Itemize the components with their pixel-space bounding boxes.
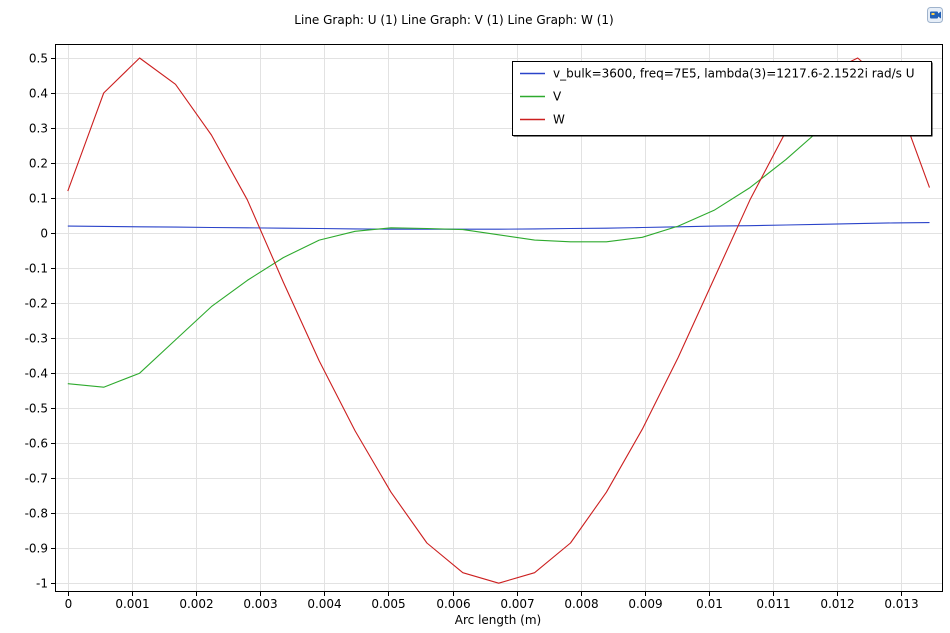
x-tick-label: 0.004 — [307, 597, 341, 611]
x-tick-label: 0.009 — [628, 597, 662, 611]
legend-label: V — [553, 90, 562, 104]
y-tick-label: -0.5 — [25, 402, 48, 416]
legend-label: v_bulk=3600, freq=7E5, lambda(3)=1217.6-… — [553, 67, 915, 81]
y-tick-label: 0.3 — [29, 122, 48, 136]
y-tick-label: 0.1 — [29, 192, 48, 206]
x-tick-label: 0.012 — [820, 597, 854, 611]
series-line-1 — [67, 222, 930, 230]
legend: v_bulk=3600, freq=7E5, lambda(3)=1217.6-… — [512, 61, 933, 137]
y-tick-label: 0.2 — [29, 157, 48, 171]
legend-box — [512, 61, 932, 136]
x-tick-label: 0.011 — [756, 597, 790, 611]
chart-title: Line Graph: U (1) Line Graph: V (1) Line… — [294, 13, 614, 27]
y-tick-label: 0.5 — [29, 52, 48, 66]
y-tick-label: 0.4 — [29, 87, 48, 101]
x-tick-label: 0.001 — [115, 597, 149, 611]
x-tick-label: 0.006 — [436, 597, 470, 611]
y-tick-label: -0.3 — [25, 332, 48, 346]
plot-area — [55, 44, 943, 592]
y-tick-label: -0.7 — [25, 472, 48, 486]
y-tick-label: -0.1 — [25, 262, 48, 276]
x-tick-label: 0.003 — [243, 597, 277, 611]
y-tick-label: -0.8 — [25, 507, 48, 521]
x-tick-label: 0.005 — [371, 597, 405, 611]
x-tick-label: 0 — [65, 597, 73, 611]
x-tick-label: 0.008 — [564, 597, 598, 611]
series-line-2 — [67, 67, 930, 388]
y-tick-label: -1 — [36, 577, 48, 591]
y-tick-label: -0.4 — [25, 367, 48, 381]
y-tick-label: -0.2 — [25, 297, 48, 311]
y-tick-label: -0.6 — [25, 437, 48, 451]
legend-label: W — [553, 113, 565, 127]
y-tick-label: 0 — [40, 227, 48, 241]
x-tick-label: 0.01 — [696, 597, 723, 611]
x-tick-label: 0.013 — [884, 597, 918, 611]
x-axis-label: Arc length (m) — [455, 613, 541, 627]
series-lines — [67, 57, 931, 584]
x-tick-label: 0.007 — [500, 597, 534, 611]
axis-ticks: 0 0.001 0.002 0.003 0.004 0.005 0.006 0.007 0.00… — [25, 52, 919, 612]
x-tick-label: 0.002 — [179, 597, 213, 611]
camera-icon[interactable] — [927, 7, 943, 23]
y-tick-label: -0.9 — [25, 542, 48, 556]
